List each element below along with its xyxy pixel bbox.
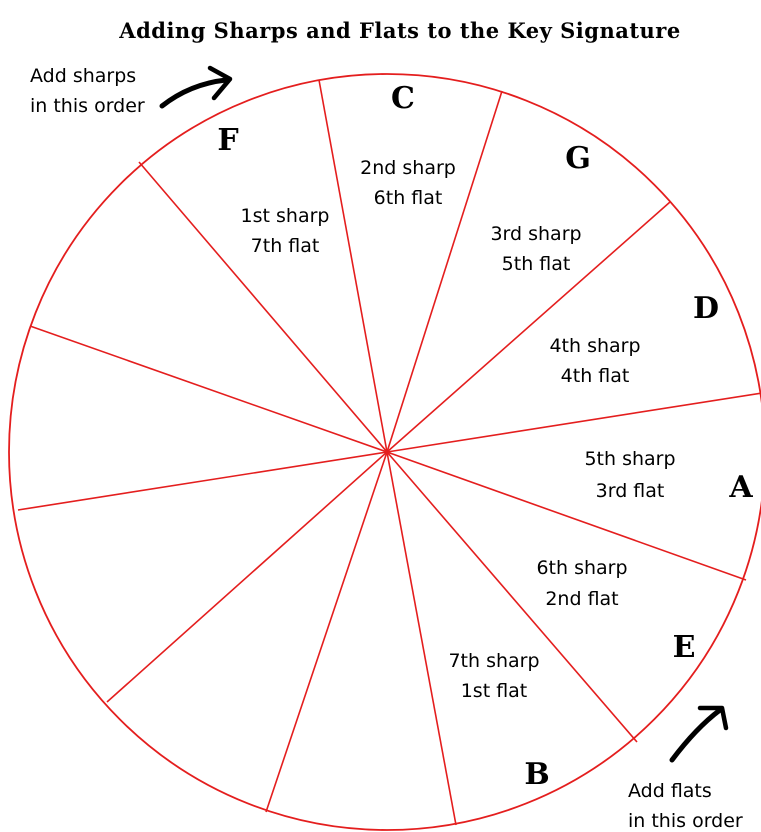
title: Adding Sharps and Flats to the Key Signa… xyxy=(118,18,680,43)
arrow-head xyxy=(697,705,729,731)
spoke xyxy=(138,161,388,453)
spokes xyxy=(17,79,761,826)
note: C xyxy=(391,81,415,116)
spoke xyxy=(106,451,388,703)
note: B xyxy=(524,757,549,792)
label: 4th sharp xyxy=(549,335,640,357)
annotation: Add flats xyxy=(628,780,712,802)
spoke xyxy=(265,451,388,813)
label: 2nd flat xyxy=(545,588,618,610)
label: 3rd flat xyxy=(596,480,665,502)
spoke xyxy=(386,392,761,453)
circle xyxy=(8,73,761,831)
label: 6th sharp xyxy=(536,557,627,579)
arrow xyxy=(669,707,723,763)
spoke xyxy=(29,325,388,453)
label: 6th flat xyxy=(374,187,443,209)
note: G xyxy=(565,141,591,176)
note: A xyxy=(728,470,753,505)
label: 4th flat xyxy=(561,365,630,387)
label: 5th flat xyxy=(502,253,571,275)
label: 3rd sharp xyxy=(490,223,581,245)
spoke xyxy=(386,90,503,453)
label: 7th sharp xyxy=(448,650,539,672)
annotation: in this order xyxy=(30,95,145,117)
spoke xyxy=(17,451,388,511)
arrow-head xyxy=(207,65,233,101)
note: E xyxy=(673,630,696,665)
spoke xyxy=(386,451,638,743)
spoke xyxy=(386,451,747,581)
spoke xyxy=(386,451,457,826)
annotation: Add sharps xyxy=(30,65,136,87)
spoke xyxy=(386,201,671,453)
label: 5th sharp xyxy=(584,448,675,470)
arrow xyxy=(159,77,229,109)
annotation: in this order xyxy=(628,810,743,832)
label: 2nd sharp xyxy=(360,157,456,179)
label: 7th flat xyxy=(251,235,320,257)
note: F xyxy=(217,123,238,158)
spoke xyxy=(318,79,388,453)
label: 1st flat xyxy=(461,680,528,702)
note: D xyxy=(693,291,719,326)
label: 1st sharp xyxy=(241,205,330,227)
